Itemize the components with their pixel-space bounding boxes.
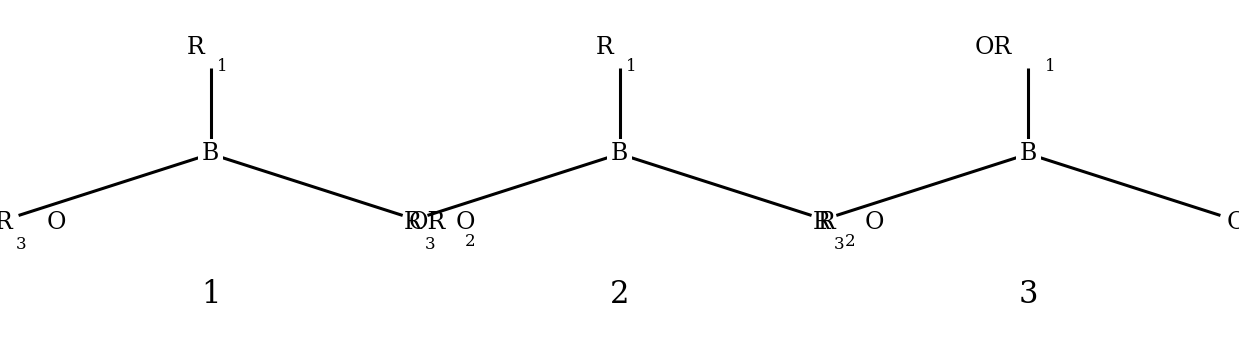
Text: 3: 3 <box>16 236 27 253</box>
Text: 2: 2 <box>465 233 476 250</box>
Text: R: R <box>818 211 835 234</box>
Text: 1: 1 <box>217 58 228 75</box>
Text: 3: 3 <box>834 236 845 253</box>
Text: O: O <box>47 211 67 234</box>
Text: OR: OR <box>975 36 1012 60</box>
Text: OR: OR <box>409 211 446 234</box>
Text: 2: 2 <box>610 279 629 310</box>
Text: B: B <box>1020 142 1037 166</box>
Text: 1: 1 <box>1044 58 1056 75</box>
Text: R: R <box>0 211 12 234</box>
Text: R: R <box>813 211 830 234</box>
Text: R: R <box>187 36 204 60</box>
Text: O: O <box>865 211 885 234</box>
Text: OR: OR <box>1227 211 1239 234</box>
Text: O: O <box>456 211 476 234</box>
Text: 3: 3 <box>425 236 436 253</box>
Text: 1: 1 <box>201 279 221 310</box>
Text: B: B <box>611 142 628 166</box>
Text: 3: 3 <box>1018 279 1038 310</box>
Text: 2: 2 <box>845 233 856 250</box>
Text: R: R <box>404 211 421 234</box>
Text: 1: 1 <box>626 58 637 75</box>
Text: R: R <box>596 36 613 60</box>
Text: B: B <box>202 142 219 166</box>
